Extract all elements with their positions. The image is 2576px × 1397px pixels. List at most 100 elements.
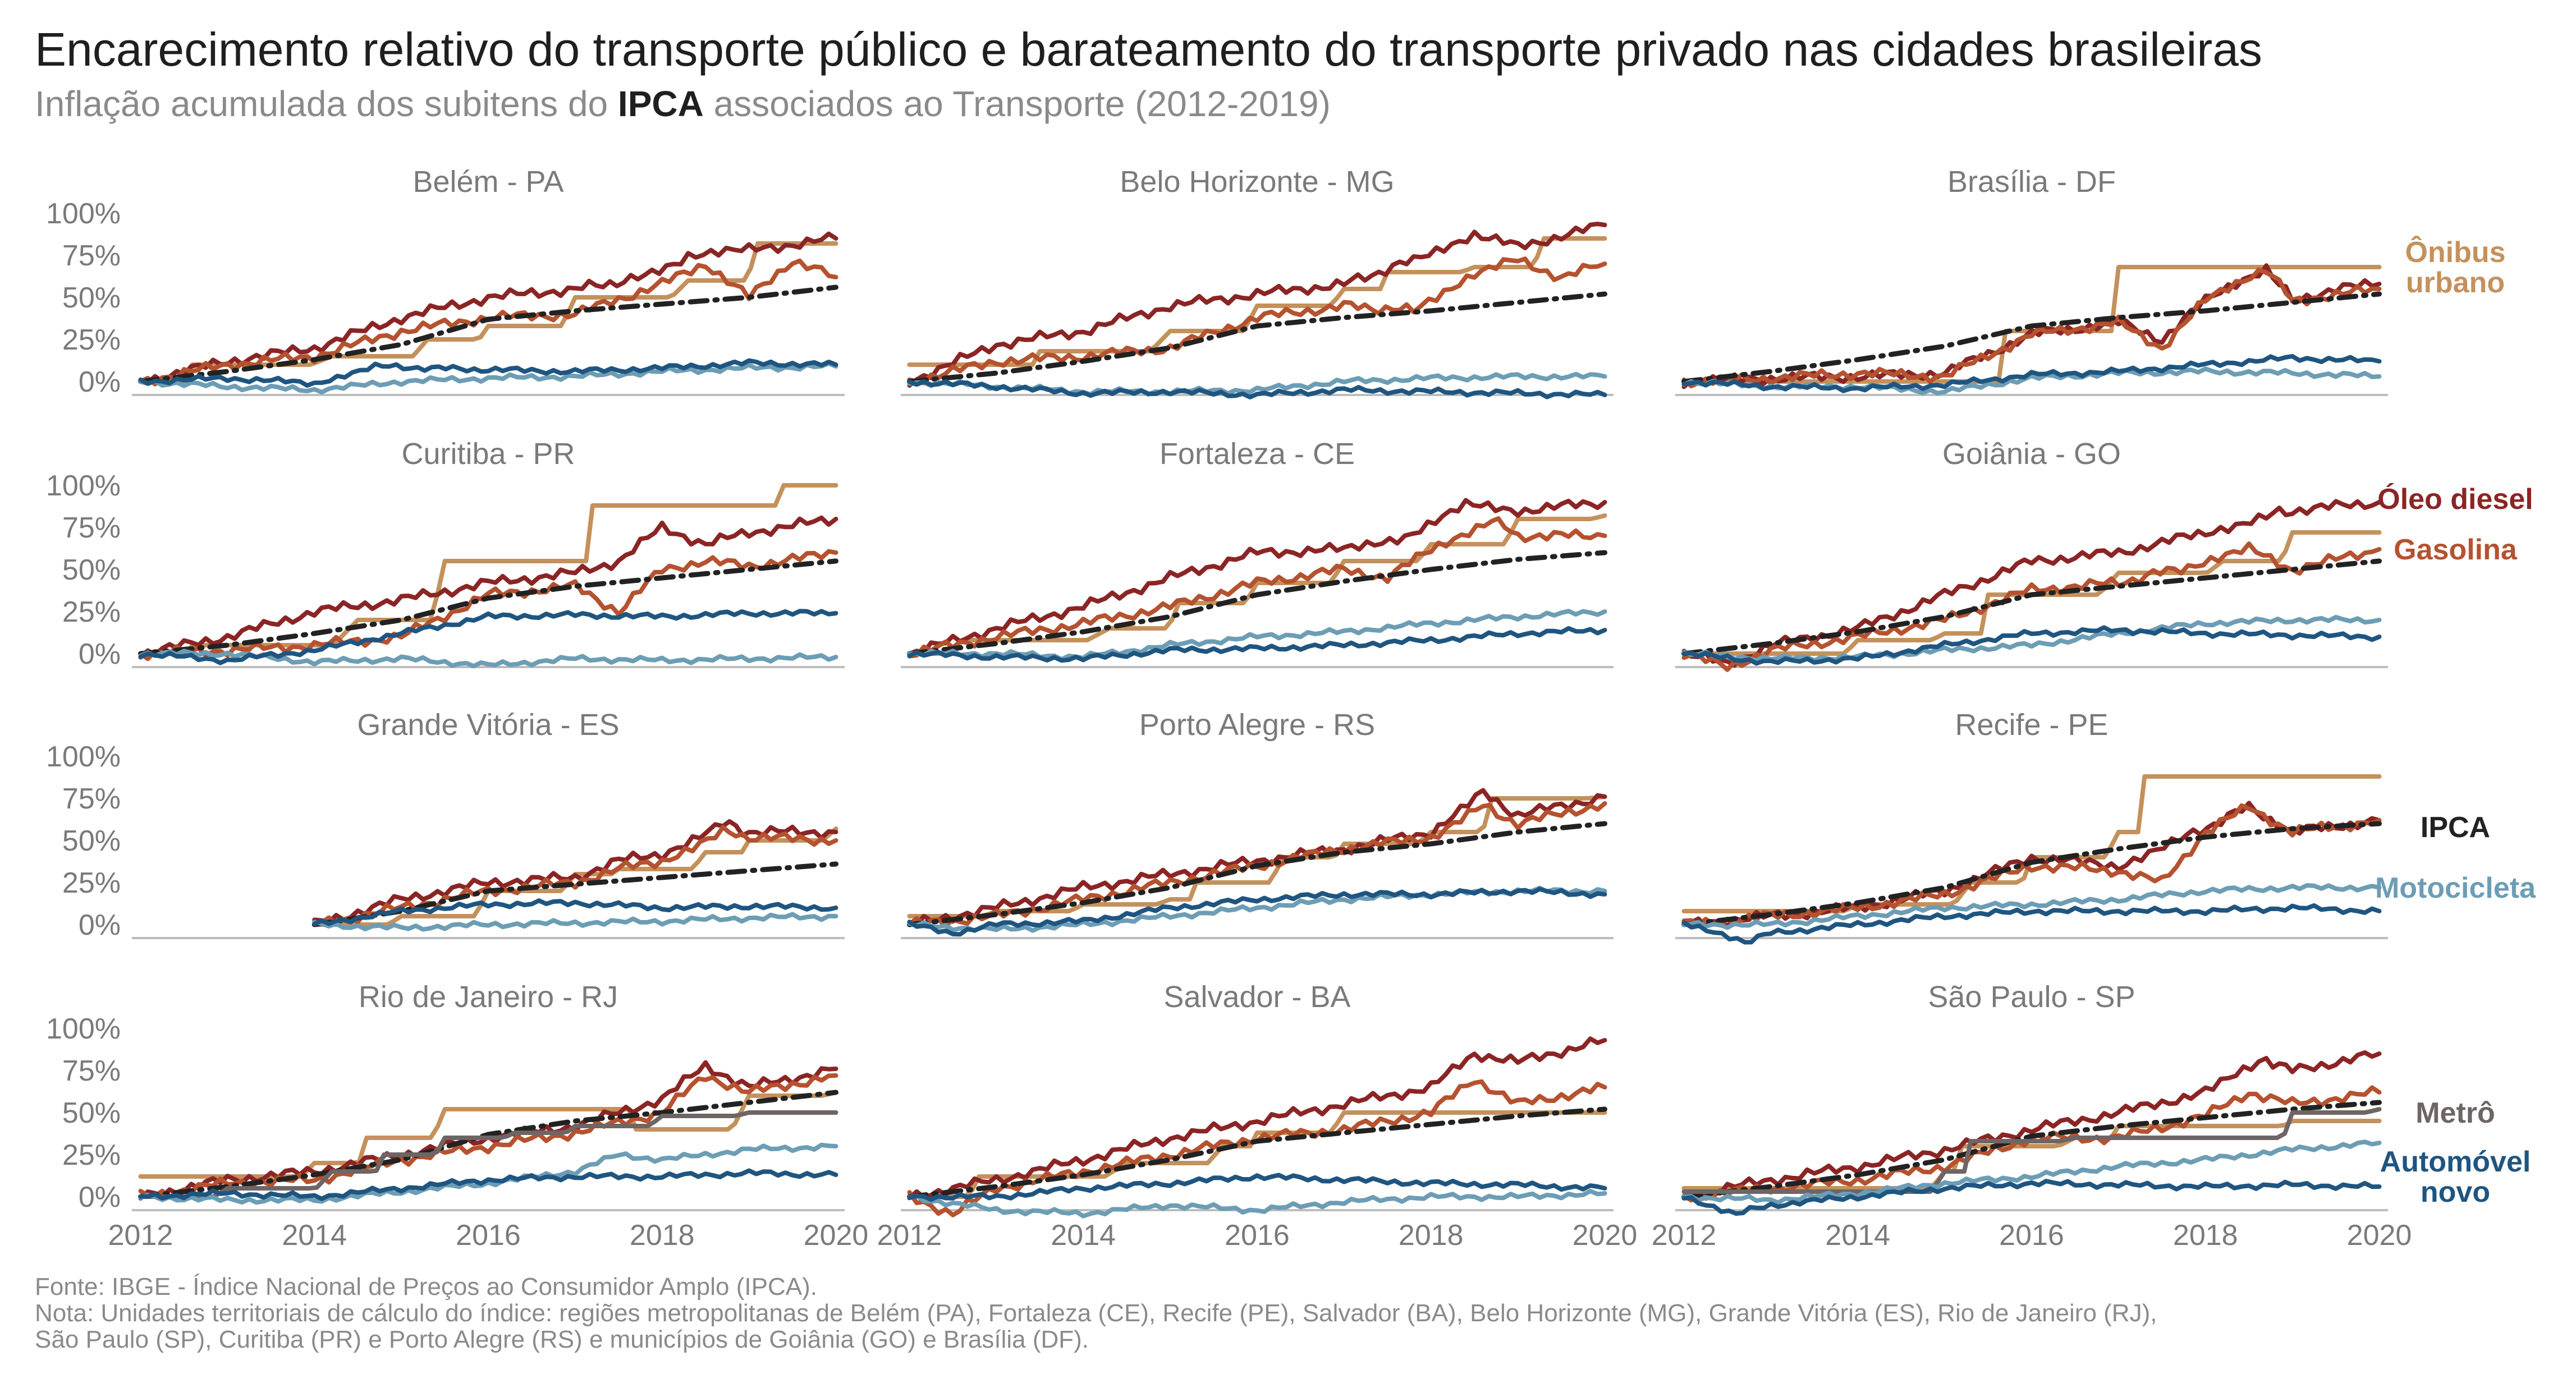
panel-12-series-automovel — [1681, 1179, 2382, 1216]
panel-9: Recife - PE — [1675, 708, 2388, 945]
panel-2-series-oleo — [907, 222, 1607, 388]
panel-7-y-tick-label: 50% — [62, 825, 121, 857]
panel-1-series-automovel — [138, 358, 838, 388]
panel-1-y-tick-label: 75% — [62, 240, 121, 272]
panel-12-x-tick-label: 2012 — [1652, 1219, 1717, 1252]
panel-4-series-automovel — [138, 609, 838, 665]
panel-4: Curitiba - PR 0% 25% 50% 75% 100% — [46, 437, 845, 670]
panel-9-title: Recife - PE — [1955, 708, 2108, 742]
panel-6-title: Goiânia - GO — [1942, 437, 2121, 471]
panel-12-x-tick-label: 2016 — [1999, 1219, 2064, 1252]
panel-1-series-ipca — [138, 284, 838, 384]
panel-12-x-tick-label: 2014 — [1825, 1219, 1890, 1252]
legend-label-moto-line: Motocicleta — [2375, 872, 2536, 904]
footer-note-line-1: Nota: Unidades territoriais de cálculo d… — [35, 1299, 2157, 1327]
panel-2-title: Belo Horizonte - MG — [1120, 165, 1394, 199]
panel-7-y-tick-label: 75% — [62, 783, 121, 815]
panel-7-series-automovel — [312, 898, 838, 926]
legend-label-moto: Motocicleta — [2375, 872, 2536, 904]
legend-label-automovel-line: novo — [2421, 1176, 2490, 1208]
panel-3-series-automovel — [1681, 353, 2382, 393]
legend-label-metro-line: Metrô — [2415, 1097, 2495, 1129]
panel-3: Brasília - DF — [1675, 165, 2388, 396]
panel-4-series-oleo — [138, 515, 838, 660]
panel-12-series-ipca — [1681, 1100, 2382, 1200]
panel-10-title: Rio de Janeiro - RJ — [359, 980, 618, 1014]
panel-7: Grande Vitória - ES 0% 25% 50% 75% 100% — [46, 708, 845, 941]
panel-5-series-ipca — [907, 550, 1607, 656]
panel-11-series-moto — [907, 1189, 1607, 1219]
subtitle-text-pre: Inflação acumulada dos subitens do — [35, 84, 618, 124]
panel-10-series-moto — [138, 1142, 838, 1205]
panel-5-series-automovel — [907, 626, 1607, 663]
panel-5-series-gasolina — [907, 516, 1607, 659]
panel-12-series-metro — [1681, 1107, 2382, 1194]
panel-5-series-oleo — [907, 498, 1607, 656]
subtitle-ipca-bold: IPCA — [617, 84, 704, 124]
panel-8-series-automovel — [907, 886, 1607, 937]
panel-1-y-tick-label: 0% — [79, 366, 121, 398]
panel-8-series-onibus — [907, 794, 1607, 918]
footer-note-line-2: São Paulo (SP), Curitiba (PR) e Porto Al… — [35, 1326, 1089, 1353]
panel-5-series-moto — [907, 609, 1607, 662]
panel-4-y-tick-label: 75% — [62, 512, 121, 544]
panel-7-y-tick-label: 25% — [62, 867, 121, 899]
panel-10-y-tick-label: 75% — [62, 1055, 121, 1087]
panel-9-series-ipca — [1681, 821, 2382, 927]
chart-subtitle: Inflação acumulada dos subitens do IPCA … — [35, 83, 1331, 125]
panel-11-x-tick-label: 2020 — [1573, 1219, 1638, 1252]
panel-10: Rio de Janeiro - RJ 0% 25% 50% 75% 100% 2012 20… — [46, 980, 868, 1252]
panel-7-title: Grande Vitória - ES — [357, 708, 619, 742]
legend-label-automovel: Automóvel novo — [2380, 1146, 2531, 1208]
panel-11-series-ipca — [907, 1106, 1607, 1200]
panel-10-y-tick-label: 50% — [62, 1097, 121, 1129]
panel-5-title: Fortaleza - CE — [1159, 437, 1355, 471]
panel-9-series-gasolina — [1681, 803, 2382, 928]
panel-9-series-automovel — [1681, 903, 2382, 945]
panel-8-title: Porto Alegre - RS — [1139, 708, 1375, 742]
panel-3-series-oleo — [1681, 263, 2382, 389]
panel-7-series-moto — [312, 912, 838, 932]
legend-label-gasolina-line: Gasolina — [2394, 534, 2518, 566]
panel-2-series-automovel — [907, 379, 1607, 399]
panel-12-x-tick-label: 2020 — [2347, 1219, 2412, 1252]
legend-label-oleo: Óleo diesel — [2377, 483, 2533, 516]
panel-11-series-automovel — [907, 1173, 1607, 1202]
legend-label-automovel-line: Automóvel — [2380, 1146, 2531, 1178]
panel-1-y-tick-label: 50% — [62, 282, 121, 314]
panel-9-series-moto — [1681, 883, 2382, 930]
panel-12-series-oleo — [1681, 1050, 2382, 1202]
chart-footer: Fonte: IBGE - Índice Nacional de Preços … — [35, 1274, 2157, 1353]
legend-label-gasolina: Gasolina — [2394, 534, 2518, 566]
panel-3-title: Brasília - DF — [1947, 165, 2116, 199]
panel-11-x-tick-label: 2014 — [1051, 1219, 1116, 1252]
panel-10-y-tick-label: 100% — [46, 1013, 121, 1045]
chart-title: Encarecimento relativo do transporte púb… — [35, 23, 2262, 76]
panel-6-series-automovel — [1681, 625, 2382, 666]
panel-8: Porto Alegre - RS — [901, 708, 1614, 939]
panel-4-y-tick-label: 50% — [62, 554, 121, 586]
panel-11-x-tick-label: 2012 — [877, 1219, 942, 1252]
panel-1-title: Belém - PA — [412, 165, 563, 199]
panel-2: Belo Horizonte - MG — [901, 165, 1614, 399]
panel-6-series-gasolina — [1681, 541, 2382, 672]
panel-1-series-moto — [138, 361, 838, 395]
panel-10-x-tick-label: 2016 — [456, 1219, 521, 1252]
panel-6-series-ipca — [1681, 558, 2382, 656]
panel-10-x-tick-label: 2018 — [630, 1219, 695, 1252]
legend-label-metro: Metrô — [2415, 1097, 2495, 1129]
panel-7-y-tick-label: 0% — [79, 909, 121, 941]
legend-label-onibus: Ônibus urbano — [2405, 236, 2505, 299]
legend-label-oleo-line: Óleo diesel — [2377, 483, 2533, 516]
footer-source: Fonte: IBGE - Índice Nacional de Preços … — [35, 1273, 817, 1301]
panel-6-series-moto — [1681, 615, 2382, 663]
panel-8-series-oleo — [907, 788, 1607, 927]
legend-label-onibus-line: Ônibus — [2405, 236, 2505, 269]
panel-11-x-tick-label: 2018 — [1399, 1219, 1464, 1252]
panel-12: São Paulo - SP 2012 2014 2016 2018 2020 — [1652, 980, 2412, 1252]
panel-10-x-tick-label: 2012 — [108, 1219, 173, 1252]
panel-11: Salvador - BA 2012 2014 2016 2018 2020 — [877, 980, 1638, 1252]
panel-1-y-tick-label: 25% — [62, 324, 121, 356]
panel-11-title: Salvador - BA — [1163, 980, 1350, 1014]
